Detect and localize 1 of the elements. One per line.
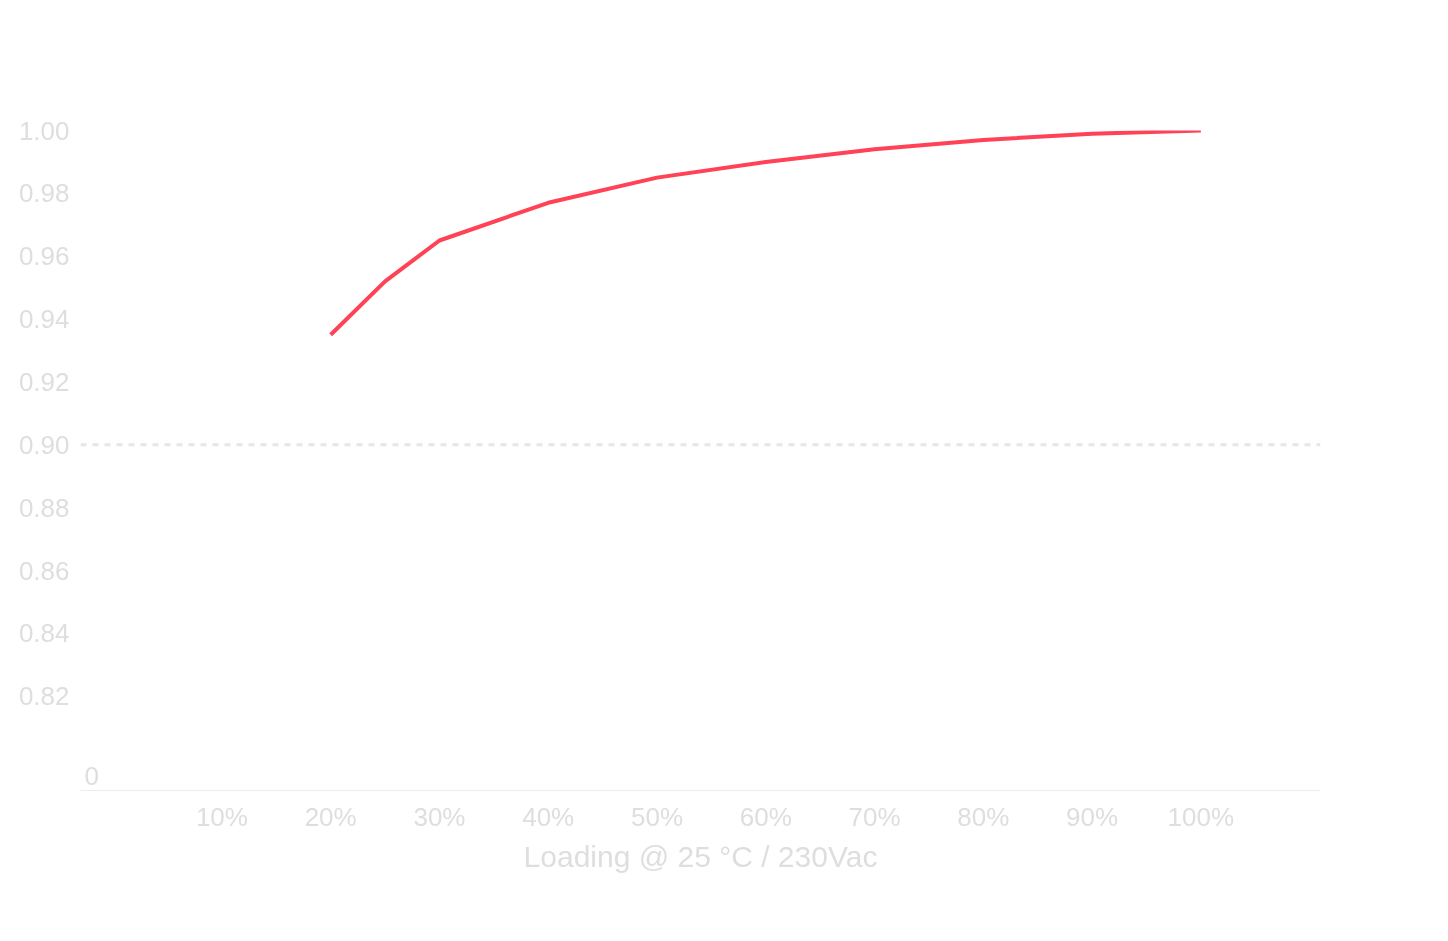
- line-series: [328, 130, 1203, 337]
